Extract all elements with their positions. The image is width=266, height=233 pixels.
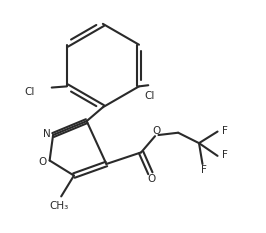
- Text: O: O: [147, 174, 156, 184]
- Text: Cl: Cl: [144, 91, 154, 101]
- Text: O: O: [153, 126, 161, 136]
- Text: Cl: Cl: [25, 87, 35, 97]
- Text: O: O: [39, 157, 47, 167]
- Text: N: N: [43, 129, 51, 139]
- Text: F: F: [222, 151, 228, 160]
- Text: F: F: [201, 165, 207, 175]
- Text: CH₃: CH₃: [49, 201, 69, 211]
- Text: F: F: [222, 126, 228, 136]
